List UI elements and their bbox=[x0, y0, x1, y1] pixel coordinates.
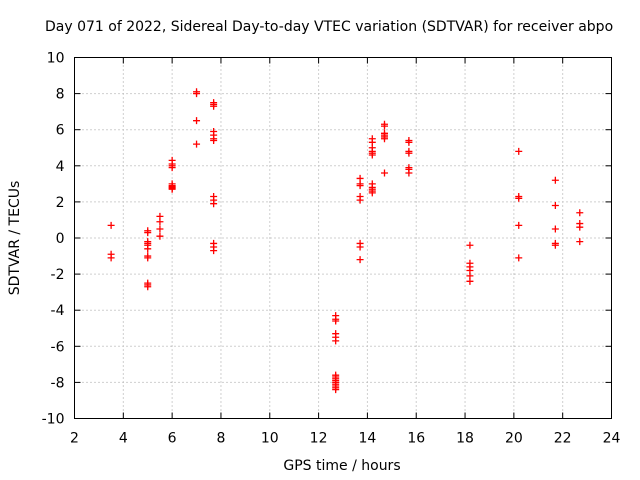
data-points bbox=[107, 88, 584, 394]
data-point bbox=[168, 164, 176, 172]
data-point bbox=[156, 218, 164, 226]
y-tick-label: -6 bbox=[51, 339, 65, 355]
y-tick-label: 2 bbox=[56, 195, 65, 211]
y-axis-label: SDTVAR / TECUs bbox=[7, 181, 23, 296]
x-tick-label: 6 bbox=[168, 431, 177, 447]
data-point bbox=[380, 169, 388, 177]
y-tick-label: 0 bbox=[56, 231, 65, 247]
data-point bbox=[107, 254, 115, 262]
x-tick-label: 14 bbox=[358, 431, 376, 447]
data-point bbox=[144, 245, 152, 253]
data-point bbox=[210, 137, 218, 145]
data-point bbox=[368, 189, 376, 197]
data-point bbox=[380, 135, 388, 143]
data-point bbox=[332, 317, 340, 325]
y-tick-label: 8 bbox=[56, 87, 65, 103]
grid bbox=[74, 57, 612, 419]
data-point bbox=[551, 202, 559, 210]
x-tick-label: 10 bbox=[261, 431, 279, 447]
data-point bbox=[466, 241, 474, 249]
data-point bbox=[107, 221, 115, 229]
data-point bbox=[356, 196, 364, 204]
data-point bbox=[405, 149, 413, 157]
data-point bbox=[551, 241, 559, 249]
x-tick-label: 4 bbox=[119, 431, 128, 447]
x-tick-label: 2 bbox=[70, 431, 79, 447]
data-point bbox=[380, 122, 388, 130]
data-point bbox=[551, 176, 559, 184]
data-point bbox=[332, 386, 340, 394]
data-point bbox=[551, 225, 559, 233]
data-point bbox=[515, 221, 523, 229]
y-tick-label: 4 bbox=[56, 159, 65, 175]
data-point bbox=[210, 102, 218, 110]
y-tick-label: -2 bbox=[51, 267, 65, 283]
y-tick-label: 6 bbox=[56, 123, 65, 139]
data-point bbox=[576, 223, 584, 231]
data-point bbox=[193, 117, 201, 125]
data-point bbox=[193, 140, 201, 148]
x-tick-label: 24 bbox=[603, 431, 621, 447]
data-point bbox=[515, 147, 523, 155]
data-point bbox=[356, 182, 364, 190]
x-tick-label: 12 bbox=[310, 431, 328, 447]
data-point bbox=[332, 337, 340, 345]
y-tick-label: -10 bbox=[42, 412, 65, 428]
data-point bbox=[210, 247, 218, 255]
data-point bbox=[168, 185, 176, 193]
data-point bbox=[144, 254, 152, 262]
x-tick-label: 22 bbox=[554, 431, 572, 447]
x-tick-label: 16 bbox=[407, 431, 425, 447]
data-point bbox=[193, 90, 201, 98]
y-tick-label: -4 bbox=[51, 303, 65, 319]
data-point bbox=[405, 169, 413, 177]
data-point bbox=[210, 200, 218, 208]
data-point bbox=[356, 256, 364, 264]
data-point bbox=[144, 229, 152, 237]
data-point bbox=[515, 254, 523, 262]
y-tick-label: 10 bbox=[47, 51, 65, 67]
x-axis-label: GPS time / hours bbox=[283, 458, 400, 474]
data-point bbox=[356, 243, 364, 251]
data-point bbox=[156, 225, 164, 233]
x-tick-label: 8 bbox=[216, 431, 225, 447]
x-tick-label: 18 bbox=[456, 431, 474, 447]
data-point bbox=[576, 209, 584, 217]
data-point bbox=[156, 232, 164, 240]
data-point bbox=[515, 194, 523, 202]
y-tick-label: -8 bbox=[51, 375, 65, 391]
data-point bbox=[405, 138, 413, 146]
data-point bbox=[368, 151, 376, 159]
x-tick-label: 20 bbox=[505, 431, 523, 447]
chart-title: Day 071 of 2022, Sidereal Day-to-day VTE… bbox=[45, 19, 613, 35]
data-point bbox=[144, 283, 152, 291]
data-point bbox=[466, 277, 474, 285]
data-point bbox=[576, 238, 584, 246]
